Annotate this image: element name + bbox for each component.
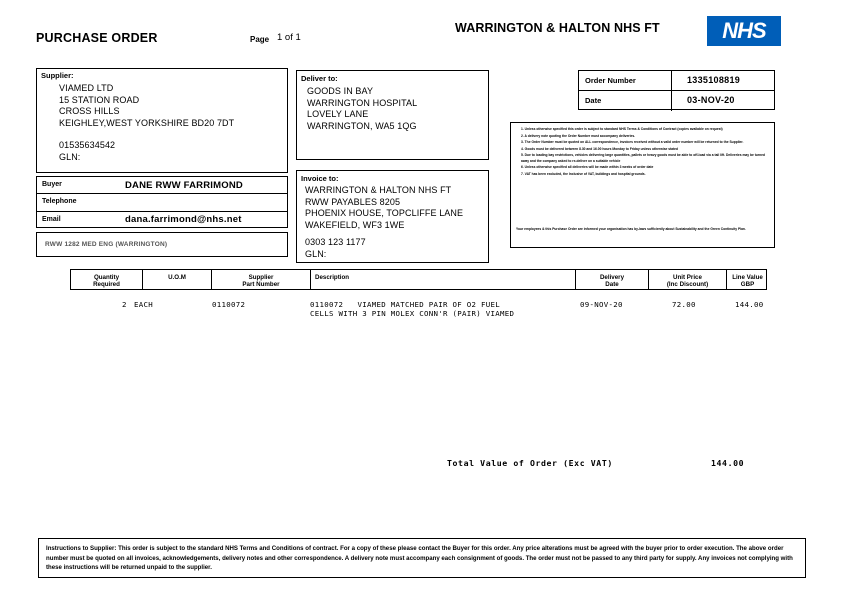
email-value: dana.farrimond@nhs.net — [125, 214, 242, 226]
col-header-line: Line Value — [732, 273, 763, 281]
col-supplier-part-number: Supplier Part Number — [212, 270, 311, 289]
terms-item: 4. Goods must be delivered between 8.30 … — [521, 146, 679, 151]
deliver-to-box: Deliver to: GOODS IN BAY WARRINGTON HOSP… — [296, 70, 489, 160]
telephone-row: Telephone — [37, 194, 287, 212]
order-details-box: Order Number 1335108819 Date 03-NOV-20 — [578, 70, 775, 111]
cell-unit-price: 72.00 — [672, 300, 696, 309]
terms-item: 7. VAT has been excluded, the Inclusive … — [521, 171, 646, 176]
supplier-address-line: KEIGHLEY,WEST YORKSHIRE BD20 7DT — [59, 117, 235, 128]
invoice-to-address: WARRINGTON & HALTON NHS FT RWW PAYABLES … — [305, 185, 463, 231]
supplier-telephone: 01535634542 — [59, 140, 116, 150]
terms-item: 2. A delivery note quoting the Order Num… — [521, 133, 636, 138]
order-row-divider — [671, 71, 672, 90]
supplier-contact: 01535634542 GLN: — [59, 140, 115, 163]
terms-item: 5. Due to loading bay restrictions, vehi… — [521, 153, 766, 163]
deliver-to-label: Deliver to: — [301, 74, 338, 83]
deliver-to-line: LOVELY LANE — [307, 109, 369, 119]
page-label: Page — [250, 35, 270, 44]
col-unit-price: Unit Price (Inc Discount) — [649, 270, 727, 289]
invoice-to-gln: GLN: — [305, 248, 327, 259]
email-label: Email — [42, 215, 61, 223]
order-date-value: 03-NOV-20 — [687, 95, 735, 105]
supplier-gln: GLN: — [59, 151, 81, 162]
telephone-label: Telephone — [42, 198, 77, 206]
order-number-label: Order Number — [585, 76, 636, 85]
col-header-line: Part Number — [242, 281, 280, 288]
email-row: Email dana.farrimond@nhs.net — [37, 212, 287, 229]
buyer-row: Buyer DANE RWW FARRIMOND — [37, 177, 287, 195]
col-header-line: Description — [315, 273, 350, 281]
cell-line-value: 144.00 — [735, 300, 764, 309]
supplier-address-line: VIAMED LTD — [59, 83, 114, 93]
order-number-row: Order Number 1335108819 — [579, 71, 774, 91]
col-header-line: Date — [605, 281, 619, 288]
total-label: Total Value of Order (Exc VAT) — [447, 458, 613, 468]
terms-conditions-box: 1. Unless otherwise specified this order… — [510, 122, 775, 248]
deliver-to-line: GOODS IN BAY — [307, 86, 374, 96]
terms-item: 1. Unless otherwise specified this order… — [521, 127, 723, 131]
supplier-address-line: CROSS HILLS — [59, 106, 120, 116]
trust-name: WARRINGTON & HALTON NHS FT — [455, 21, 660, 35]
supplier-address-line: 15 STATION ROAD — [59, 94, 140, 105]
supplier-address: VIAMED LTD 15 STATION ROAD CROSS HILLS K… — [59, 83, 234, 129]
invoice-to-line: WAKEFIELD, WF3 1WE — [305, 219, 405, 230]
col-header-line: (Inc Discount) — [666, 281, 709, 288]
deliver-to-line: WARRINGTON HOSPITAL — [307, 97, 418, 108]
order-number-value: 1335108819 — [687, 75, 741, 85]
nhs-logo: NHS — [707, 16, 781, 46]
cell-description-line1: 0110072 VIAMED MATCHED PAIR OF O2 FUEL — [310, 300, 500, 309]
invoice-to-line: WARRINGTON & HALTON NHS FT — [305, 185, 452, 195]
supplier-label: Supplier: — [41, 71, 74, 80]
nhs-logo-text: NHS — [722, 18, 766, 43]
footer-instructions-box: Instructions to Supplier: This order is … — [38, 538, 806, 578]
table-header-row: Quantity Required U.O.M Supplier Part Nu… — [70, 269, 767, 290]
order-row-divider — [671, 91, 672, 111]
cell-quantity: 2 — [122, 300, 127, 309]
page-title: PURCHASE ORDER — [36, 31, 158, 45]
col-header-line: Delivery — [599, 273, 625, 281]
col-quantity-required: Quantity Required — [71, 270, 143, 289]
supplier-box: Supplier: VIAMED LTD 15 STATION ROAD CRO… — [36, 68, 288, 173]
order-date-label: Date — [585, 96, 602, 105]
total-value: 144.00 — [711, 458, 745, 468]
deliver-to-address: GOODS IN BAY WARRINGTON HOSPITAL LOVELY … — [307, 86, 417, 132]
invoice-to-line: RWW PAYABLES 8205 — [305, 196, 401, 207]
deliver-to-line: WARRINGTON, WA5 1QG — [307, 120, 417, 131]
terms-note: Your employees & this Purchase Order are… — [516, 227, 746, 231]
buyer-box: Buyer DANE RWW FARRIMOND Telephone Email… — [36, 176, 288, 228]
col-header-line: Unit Price — [673, 273, 702, 281]
buyer-value: DANE RWW FARRIMOND — [125, 179, 243, 191]
invoice-to-box: Invoice to: WARRINGTON & HALTON NHS FT R… — [296, 170, 489, 263]
invoice-to-line: PHOENIX HOUSE, TOPCLIFFE LANE — [305, 208, 464, 218]
col-header-line: Quantity — [93, 273, 120, 281]
order-date-row: Date 03-NOV-20 — [579, 91, 774, 111]
terms-item: 6. Unless otherwise specified all delive… — [521, 165, 654, 170]
col-description: Description — [311, 270, 576, 289]
department-box: RWW 1282 MED ENG (WARRINGTON) — [36, 232, 288, 257]
col-uom: U.O.M — [143, 270, 212, 289]
invoice-to-label: Invoice to: — [301, 174, 339, 183]
terms-list: 1. Unless otherwise specified this order… — [516, 127, 770, 178]
cell-delivery-date: 09-NOV-20 — [580, 300, 623, 309]
col-header-line: GBP — [740, 281, 755, 288]
page-number: 1 of 1 — [277, 32, 301, 43]
table-row: 2 EACH 0110072 0110072 VIAMED MATCHED PA… — [70, 300, 767, 320]
cell-description-line2: CELLS WITH 3 PIN MOLEX CONN'R (PAIR) VIA… — [310, 308, 515, 318]
buyer-label: Buyer — [42, 181, 62, 188]
col-header-line: Required — [93, 281, 120, 288]
col-header-line: U.O.M — [168, 273, 186, 281]
invoice-to-telephone: 0303 123 1177 — [305, 237, 366, 247]
line-items-table: Quantity Required U.O.M Supplier Part Nu… — [70, 269, 767, 318]
terms-item: 3. The Order Number must be quoted on AL… — [521, 140, 744, 145]
col-header-line: Supplier — [248, 273, 274, 281]
col-line-value: Line Value GBP — [727, 270, 768, 289]
cell-uom: EACH — [134, 300, 153, 309]
footer-instructions-text: Instructions to Supplier: This order is … — [46, 545, 793, 572]
col-delivery-date: Delivery Date — [576, 270, 649, 289]
department-value: RWW 1282 MED ENG (WARRINGTON) — [45, 241, 168, 248]
cell-part-number: 0110072 — [212, 300, 246, 309]
invoice-to-contact: 0303 123 1177 GLN: — [305, 237, 366, 260]
